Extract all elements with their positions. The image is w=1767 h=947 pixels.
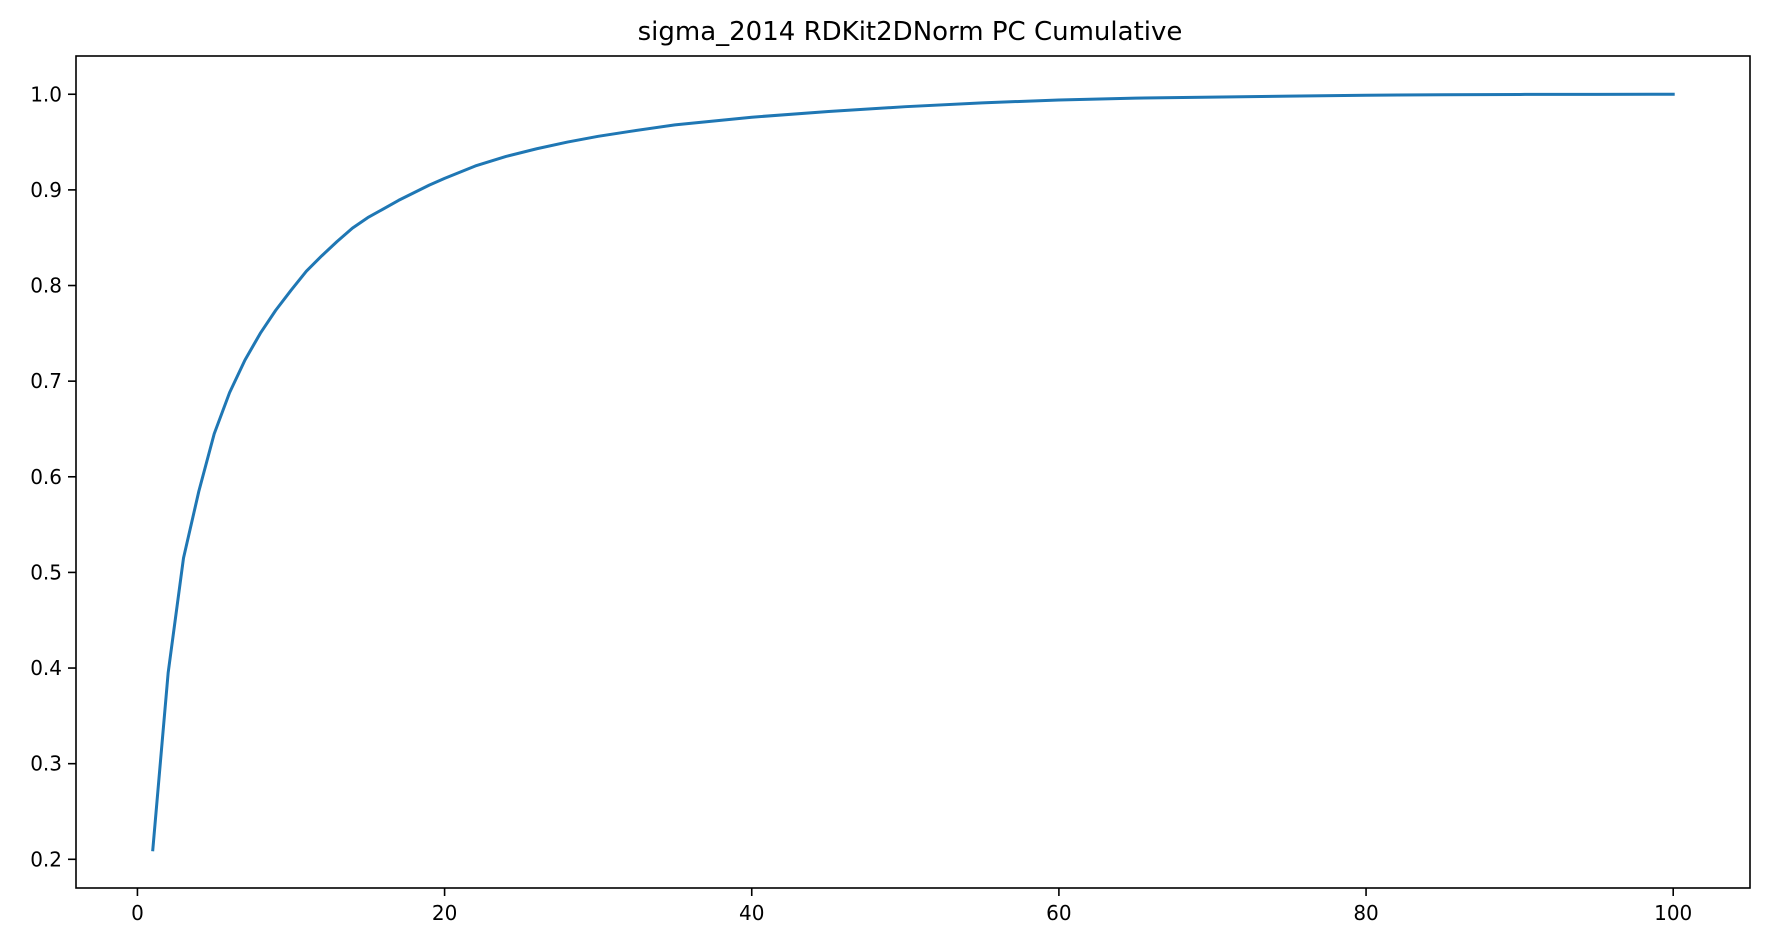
x-axis: 0 20 40 60 80 100 — [131, 888, 1692, 925]
y-tick-label: 0.9 — [30, 178, 62, 202]
chart-title: sigma_2014 RDKit2DNorm PC Cumulative — [638, 17, 1183, 47]
axes-frame — [75, 55, 1751, 889]
plot-area — [75, 55, 1751, 889]
x-tick-label: 0 — [131, 901, 144, 925]
x-tick-label: 100 — [1654, 901, 1692, 925]
y-axis: 0.2 0.3 0.4 0.5 0.6 0.7 0.8 0.9 1.0 — [30, 82, 76, 871]
y-tick-label: 0.6 — [30, 465, 62, 489]
y-tick-label: 1.0 — [30, 82, 62, 106]
y-tick-label: 0.8 — [30, 274, 62, 298]
x-tick-label: 20 — [432, 901, 457, 925]
x-tick-label: 40 — [739, 901, 764, 925]
y-tick-label: 0.2 — [30, 847, 62, 871]
y-tick-label: 0.5 — [30, 560, 62, 584]
x-tick-label: 60 — [1046, 901, 1071, 925]
x-tick-label: 80 — [1353, 901, 1378, 925]
y-tick-label: 0.7 — [30, 369, 62, 393]
y-tick-label: 0.3 — [30, 752, 62, 776]
series-line — [151, 92, 1675, 852]
y-tick-label: 0.4 — [30, 656, 62, 680]
